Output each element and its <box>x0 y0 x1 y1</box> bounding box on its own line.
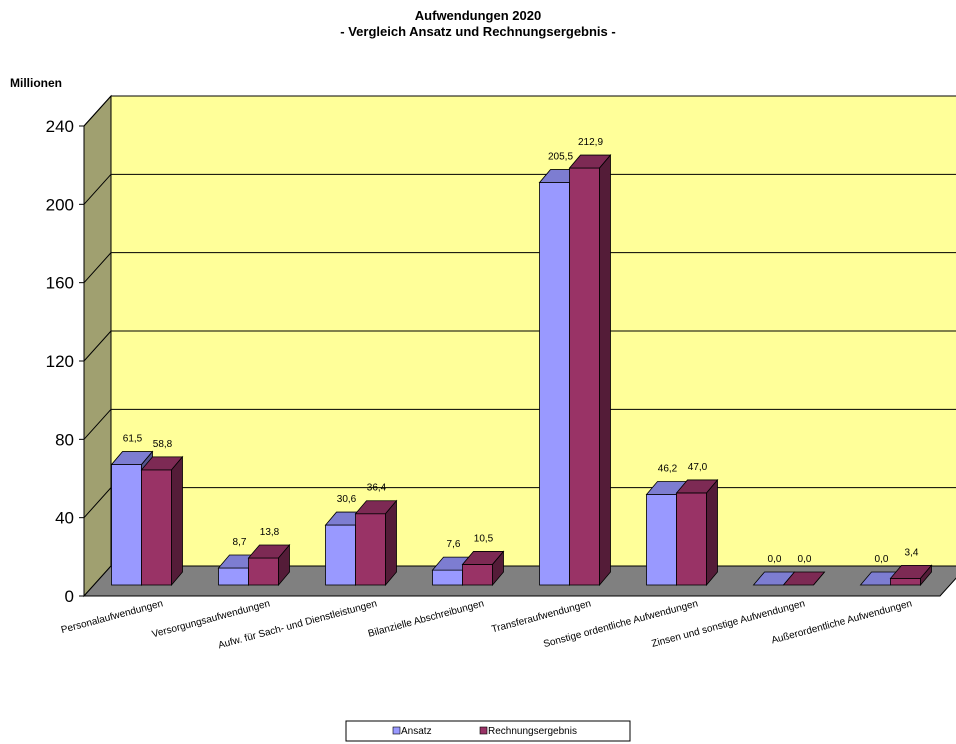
bar-front <box>890 577 921 586</box>
bar-side <box>813 571 825 586</box>
data-label: 30,6 <box>337 494 357 505</box>
x-tick-label: Personalaufwendungen <box>60 598 164 636</box>
data-label: 46,2 <box>658 464 678 475</box>
bar <box>461 550 505 587</box>
data-label: 10,5 <box>474 533 494 544</box>
bar-front <box>539 182 570 586</box>
bar-front <box>325 524 356 586</box>
chart-title: Aufwendungen 2020 <box>415 8 541 23</box>
bar-front <box>111 464 142 586</box>
bar-front <box>432 569 463 586</box>
legend-label-ansatz: Ansatz <box>401 726 432 737</box>
bar-side <box>278 543 290 587</box>
bar-front <box>218 567 249 586</box>
y-tick-label: 80 <box>55 430 74 449</box>
y-tick-label: 40 <box>55 509 74 528</box>
legend-swatch-ansatz <box>392 726 401 735</box>
y-tick-label: 120 <box>46 352 74 371</box>
data-label: 212,9 <box>578 137 603 148</box>
bar-front <box>676 492 707 586</box>
legend-box <box>345 720 631 742</box>
gridline <box>83 95 956 127</box>
y-tick-label: 240 <box>46 117 74 136</box>
data-label: 0,0 <box>875 554 889 565</box>
data-label: 61,5 <box>123 434 143 445</box>
data-label: 58,8 <box>153 439 173 450</box>
bar-front <box>462 564 493 586</box>
legend-swatch-rechnungsergebnis <box>479 726 488 735</box>
y-tick-label: 160 <box>46 274 74 293</box>
bar-front <box>141 469 172 586</box>
data-label: 3,4 <box>905 547 919 558</box>
data-labels: 61,5 58,8 8,7 13,8 30,6 36,4 7,6 10,5 205,5 212,9… <box>123 137 919 565</box>
bar-side <box>171 455 183 587</box>
bar <box>889 564 933 587</box>
data-label: 7,6 <box>447 539 461 550</box>
bar <box>675 478 719 587</box>
y-tick-label: 200 <box>46 195 74 214</box>
bar-side <box>706 478 718 587</box>
gridline <box>83 330 956 362</box>
plot-floor <box>82 565 956 597</box>
bar-side <box>385 499 397 587</box>
bar <box>354 499 398 587</box>
chart-subtitle: - Vergleich Ansatz und Rechnungsergebnis… <box>340 24 615 39</box>
bar-side <box>599 153 611 587</box>
data-label: 47,0 <box>688 462 708 473</box>
bar-front <box>569 167 600 586</box>
gridline <box>83 173 956 205</box>
data-label: 205,5 <box>548 152 573 163</box>
gridline <box>83 408 956 440</box>
bar <box>568 153 612 587</box>
bar-side <box>920 564 932 587</box>
bar <box>782 571 826 586</box>
bar-side <box>492 550 504 587</box>
data-label: 13,8 <box>260 527 280 538</box>
bars <box>110 153 933 587</box>
data-label: 36,4 <box>367 483 387 494</box>
y-axis-title: Millionen <box>10 76 62 90</box>
bar <box>140 455 184 587</box>
data-label: 8,7 <box>233 537 247 548</box>
data-label: 0,0 <box>798 554 812 565</box>
bar-front <box>248 557 279 586</box>
bar-front <box>646 494 677 586</box>
plot-area: 04080120160200240PersonalaufwendungenVer… <box>46 94 956 651</box>
legend: Ansatz Rechnungsergebnis <box>345 720 631 742</box>
gridline <box>83 252 956 284</box>
bar <box>247 543 291 587</box>
y-tick-label: 0 <box>65 587 74 606</box>
x-tick-label: Bilanzielle Abschreibungen <box>367 598 485 640</box>
data-label: 0,0 <box>768 554 782 565</box>
legend-label-rechnungsergebnis: Rechnungsergebnis <box>488 726 577 737</box>
bar-front <box>355 513 386 586</box>
